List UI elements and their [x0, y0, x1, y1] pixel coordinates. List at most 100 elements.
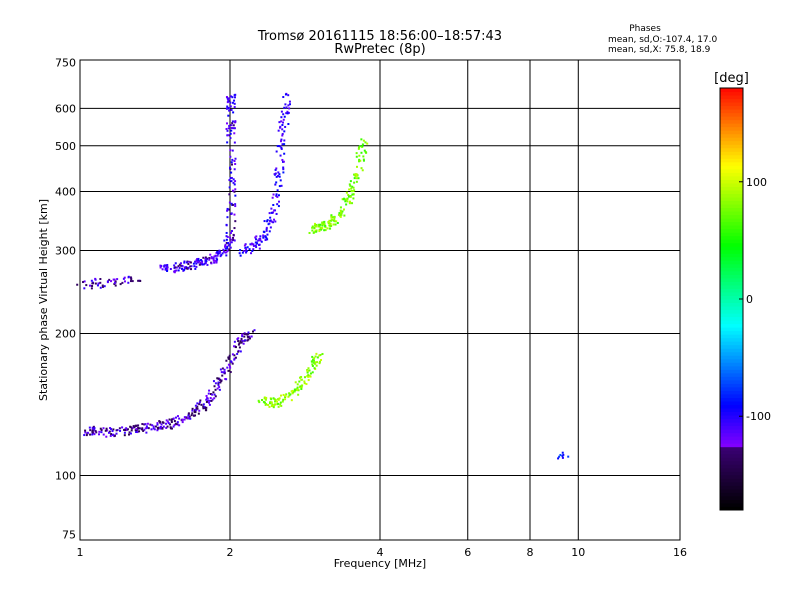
- colorbar-segment: [720, 400, 743, 405]
- echo-point: [227, 107, 230, 110]
- echo-point: [201, 263, 204, 266]
- echo-point: [270, 207, 273, 210]
- colorbar-segment: [720, 228, 743, 233]
- echo-point: [296, 383, 299, 386]
- echo-point: [223, 372, 226, 375]
- echo-point: [280, 120, 283, 123]
- colorbar-segment: [720, 481, 743, 486]
- echo-point: [204, 257, 207, 260]
- plot-area: 1 2 4 6 8 10 16 75 100 200 300 400 500 600 750: [55, 57, 687, 559]
- echo-point: [230, 127, 233, 130]
- colorbar-segment: [720, 253, 743, 258]
- echo-point: [311, 360, 314, 363]
- echo-point: [92, 282, 95, 285]
- echo-point: [339, 215, 342, 218]
- echo-point: [353, 181, 356, 184]
- colorbar-segment: [720, 119, 743, 124]
- echo-point: [331, 218, 334, 221]
- echo-point: [227, 369, 230, 372]
- echo-point: [172, 417, 175, 420]
- echo-point: [112, 428, 115, 431]
- echo-point: [336, 221, 339, 224]
- echo-point: [318, 354, 321, 357]
- echo-point: [230, 163, 233, 166]
- echo-point: [83, 434, 86, 437]
- echo-point: [180, 264, 183, 267]
- colorbar-segment: [720, 429, 743, 434]
- echo-point: [257, 243, 260, 246]
- echo-point: [270, 401, 273, 404]
- echo-point: [324, 229, 327, 232]
- echo-point: [315, 225, 318, 228]
- echo-point: [104, 429, 107, 432]
- echo-point: [92, 425, 95, 428]
- echo-point: [259, 235, 262, 238]
- echo-point: [219, 378, 222, 381]
- echo-point: [93, 427, 96, 430]
- echo-point: [333, 217, 336, 220]
- echo-point: [90, 279, 93, 282]
- echo-point: [199, 399, 202, 402]
- echo-point: [204, 407, 207, 410]
- echo-point: [297, 389, 300, 392]
- echo-point: [217, 377, 220, 380]
- echo-point: [191, 407, 194, 410]
- echo-point: [129, 276, 132, 279]
- echo-point: [252, 244, 255, 247]
- echo-point: [268, 230, 271, 233]
- echo-point: [241, 335, 244, 338]
- echo-point: [225, 251, 228, 254]
- echo-point: [303, 380, 306, 383]
- echo-point: [252, 330, 255, 333]
- echo-point: [165, 422, 168, 425]
- echo-point: [294, 381, 297, 384]
- echo-point: [366, 142, 369, 145]
- echo-point: [213, 385, 216, 388]
- phase-stats-heading: Phases: [629, 24, 661, 34]
- colorbar-segment: [720, 270, 743, 275]
- echo-point: [230, 241, 233, 244]
- echo-point: [123, 276, 126, 279]
- echo-point: [134, 424, 137, 427]
- echo-point: [224, 247, 227, 250]
- echo-point: [187, 412, 190, 415]
- colorbar-segment: [720, 189, 743, 194]
- echo-point: [189, 261, 192, 264]
- echo-point: [196, 258, 199, 261]
- echo-point: [255, 235, 258, 238]
- echo-point: [213, 397, 216, 400]
- echo-point: [311, 355, 314, 358]
- echo-point: [358, 160, 361, 163]
- colorbar-segment: [720, 439, 743, 444]
- echo-point: [274, 403, 277, 406]
- echo-point: [228, 107, 231, 110]
- colorbar-segment: [720, 168, 743, 173]
- echo-point: [279, 403, 282, 406]
- echo-point: [342, 208, 345, 211]
- echo-point: [176, 421, 179, 424]
- echo-point: [231, 362, 234, 365]
- echo-point: [204, 409, 207, 412]
- echo-point: [212, 259, 215, 262]
- colorbar-segment: [720, 211, 743, 216]
- echo-point: [210, 399, 213, 402]
- y-axis-label: Stationary phase Virtual Height [km]: [37, 199, 50, 401]
- echo-point: [262, 234, 265, 237]
- echo-point: [233, 127, 236, 130]
- echo-point: [166, 269, 169, 272]
- colorbar-segment: [720, 422, 743, 427]
- echo-point: [97, 282, 100, 285]
- echo-point: [102, 427, 105, 430]
- echo-point: [226, 366, 229, 369]
- echo-trace-O-E: [83, 329, 256, 438]
- echo-point: [245, 251, 248, 254]
- colorbar-segment: [720, 320, 743, 325]
- echo-point: [138, 427, 141, 430]
- echo-point: [273, 173, 276, 176]
- echo-point: [317, 225, 320, 228]
- echo-point: [211, 393, 214, 396]
- echo-point: [361, 169, 364, 172]
- colorbar-segment: [720, 175, 743, 180]
- echo-point: [229, 166, 232, 169]
- x-tick-label: 6: [464, 546, 471, 559]
